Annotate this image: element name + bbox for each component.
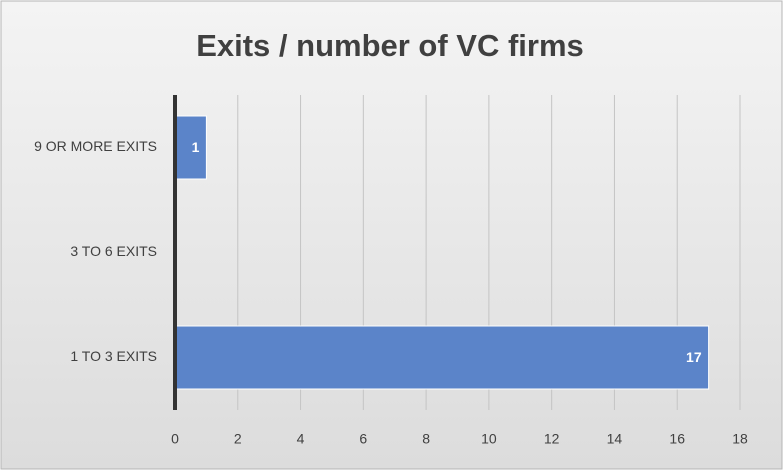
x-tick-label: 14 [607,431,623,447]
x-tick-label: 10 [481,431,497,447]
x-tick-label: 16 [669,431,685,447]
x-tick-label: 0 [171,431,179,447]
bar [174,325,710,390]
x-tick-label: 6 [359,431,367,447]
data-label: 17 [686,349,702,365]
x-tick-label: 4 [297,431,305,447]
x-tick-label: 12 [544,431,560,447]
x-tick-label: 8 [422,431,430,447]
data-label: 1 [192,139,200,155]
y-tick-label: 1 TO 3 EXITS [70,348,157,364]
y-tick-label: 9 OR MORE EXITS [34,138,157,154]
chart-title: Exits / number of VC firms [196,28,584,63]
x-tick-label: 18 [732,431,748,447]
bar [174,115,207,180]
x-tick-label: 2 [234,431,242,447]
y-tick-label: 3 TO 6 EXITS [70,243,157,259]
